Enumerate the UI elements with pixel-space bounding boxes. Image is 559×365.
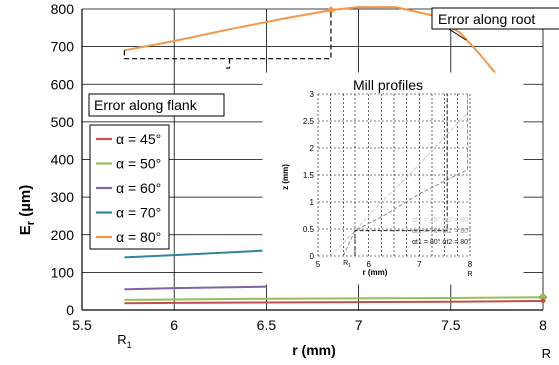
inset-series — [330, 94, 468, 257]
main-y-tick-label: 600 — [51, 76, 75, 92]
inset-x-label: r (mm) — [363, 268, 388, 277]
mill-profiles-inset: Mill profiles 0 0.5 1 1.5 2 2.5 3 5 6 7 8 R1 R z (mm… — [262, 72, 524, 285]
main-y-tick-label: 0 — [66, 302, 74, 318]
inset-y-label: z (mm) — [281, 164, 290, 190]
inset-profile-line-1 — [342, 94, 468, 257]
main-series-line-2 — [124, 285, 267, 291]
error-guides — [123, 10, 332, 69]
flank-extent-guide — [123, 10, 332, 60]
main-y-tick-label: 200 — [51, 227, 75, 243]
callout-root-leader — [448, 28, 467, 41]
main-r-markers: R1 R — [117, 332, 551, 361]
main-axes — [81, 9, 543, 311]
main-x-tick-label: 5.5 — [72, 317, 92, 333]
main-series-line-3 — [124, 249, 267, 259]
main-series-boundary-marker — [326, 6, 335, 15]
main-y-tick-label: 400 — [51, 152, 75, 168]
main-tick-labels: 0 100 200 300 400 500 600 700 800 5.5 6 6.5 7 7.5 8 — [51, 1, 547, 333]
callout-flank-box — [88, 93, 225, 117]
main-series-line-0 — [124, 299, 544, 305]
callout-flank: Error along flank — [88, 93, 225, 117]
main-x-tick-label: 7 — [355, 317, 363, 333]
main-y-tick-label: 800 — [51, 1, 75, 17]
inset-x-tick-label: 6 — [366, 260, 371, 269]
callout-root-box — [431, 7, 559, 30]
inset-legend-label: αt1 = 70° αt2 = 80° — [412, 227, 471, 235]
inset-y-tick-label: 3 — [310, 90, 315, 99]
inset-title: Mill profiles — [353, 77, 423, 93]
main-x-tick-label: 7.5 — [441, 317, 461, 333]
inset-tick-labels: 0 0.5 1 1.5 2 2.5 3 5 6 7 8 R1 R — [303, 90, 473, 278]
inset-x-tick-label: 7 — [417, 260, 422, 269]
y-axis-label: Er (µm) — [17, 185, 37, 235]
inset-y-tick-label: 1 — [310, 198, 315, 207]
x-axis-label: r (mm) — [292, 342, 336, 358]
inset-x-tick-label: 8 — [468, 260, 473, 269]
inset-r-marker-label: R1 — [343, 260, 351, 269]
inset-x-tick-label: 5 — [316, 260, 321, 269]
main-series-line-1 — [124, 296, 544, 301]
legend-label: α = 60° — [116, 180, 161, 196]
inset-y-tick-label: 0.5 — [303, 225, 315, 234]
main-y-tick-label: 700 — [51, 39, 75, 55]
main-series-endpoint-marker — [540, 297, 546, 304]
inset-r-marker-label: R — [467, 271, 472, 278]
main-y-tick-label: 300 — [51, 189, 75, 205]
callout-flank-text: Error along flank — [94, 97, 198, 113]
inset-y-tick-label: 2.5 — [303, 117, 315, 126]
inset-profile-line-2 — [354, 94, 448, 256]
legend-label: α = 80° — [116, 229, 161, 245]
main-x-tick-label: 6.5 — [257, 317, 277, 333]
main-r-marker-label: R1 — [117, 332, 131, 350]
legend-label: α = 70° — [116, 205, 161, 221]
legend: α = 45° α = 50° α = 60° α = 70° α = 80° — [89, 124, 170, 250]
inset-y-tick-label: 0 — [310, 252, 315, 261]
main-y-tick-label: 100 — [51, 264, 75, 280]
legend-label: α = 50° — [116, 156, 161, 172]
main-series — [124, 6, 548, 305]
flank-callout-leader — [225, 58, 231, 69]
inset-legend-label: αt1 = 45° αt2 = 80° — [412, 216, 471, 224]
main-r-marker-label: R — [542, 346, 551, 361]
inset-background — [262, 72, 524, 285]
inset-legend-label: αt1 = 80° αt2 = 80° — [412, 238, 471, 246]
main-x-tick-label: 6 — [170, 317, 178, 333]
inset-legend: αt1 = 45° αt2 = 80° αt1 = 70° αt2 = 80° αt… — [412, 216, 471, 246]
legend-label: α = 45° — [116, 131, 161, 147]
callout-root-text: Error along root — [438, 11, 535, 27]
main-y-tick-label: 500 — [51, 114, 75, 130]
callout-root: Error along root — [431, 7, 559, 41]
main-x-tick-label: 8 — [539, 317, 547, 333]
inset-y-tick-label: 1.5 — [303, 171, 315, 180]
inset-y-tick-label: 2 — [310, 144, 315, 153]
main-series-line-4 — [124, 6, 498, 76]
